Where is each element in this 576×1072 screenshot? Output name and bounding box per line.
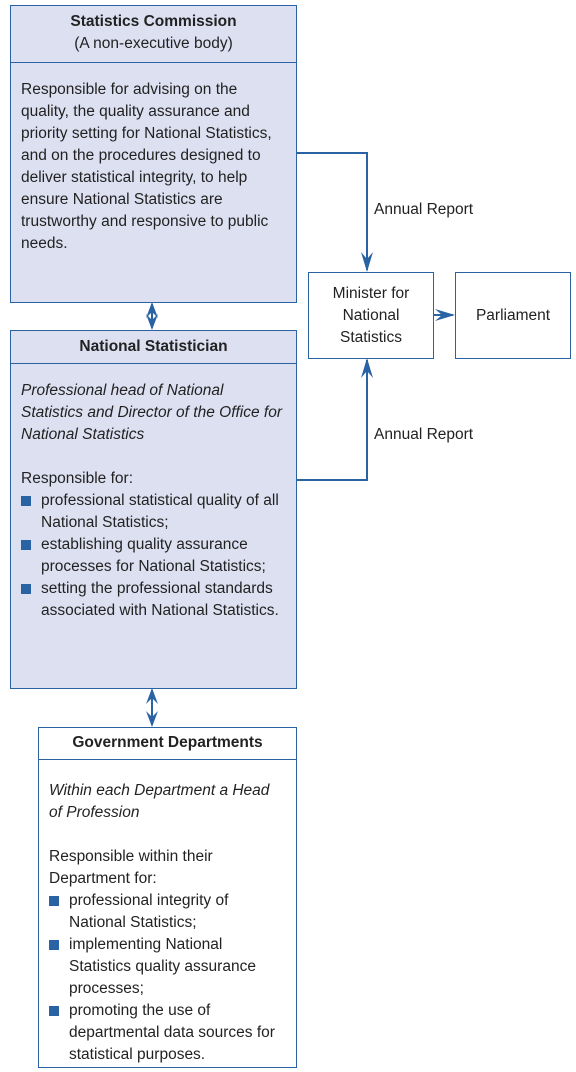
arrowhead [146, 688, 158, 704]
bullet-list: professional integrity of National Stati… [49, 890, 286, 1066]
bullet-item: implementing National Statistics quality… [49, 934, 286, 1000]
bullet-item: professional integrity of National Stati… [49, 890, 286, 934]
bullet-item: establishing quality assurance processes… [21, 534, 286, 578]
box-title: Statistics Commission [70, 13, 237, 30]
box-description: Responsible for advising on the quality,… [21, 81, 272, 252]
bullet-item: setting the professional standards assoc… [21, 578, 286, 622]
arrowhead [361, 252, 373, 272]
annual-report-label: Annual Report [374, 201, 474, 218]
box-label: Minister for National Statistics [332, 284, 410, 346]
box-intro: Responsible for: [21, 470, 134, 487]
connector-line [296, 152, 368, 270]
arrowhead [435, 309, 455, 321]
box-title: National Statistician [79, 338, 228, 355]
minister-box: Minister for National Statistics [308, 272, 434, 359]
arrowhead [146, 711, 158, 727]
annual-report-label: Annual Report [374, 426, 474, 443]
bullet-list: professional statistical quality of all … [21, 490, 286, 622]
connector-line [296, 360, 368, 481]
box-role: Within each Department a Head of Profess… [49, 782, 270, 821]
national-statistician-box: National Statistician Professional head … [10, 330, 297, 689]
arrowhead [146, 314, 158, 330]
arrowhead [361, 358, 373, 378]
box-subtitle: (A non-executive body) [74, 35, 233, 52]
bullet-item: professional statistical quality of all … [21, 490, 286, 534]
box-intro: Responsible within their Department for: [49, 848, 213, 887]
statistics-commission-box: Statistics Commission (A non-executive b… [10, 5, 297, 303]
bullet-item: promoting the use of departmental data s… [49, 1000, 286, 1066]
box-role: Professional head of National Statistics… [21, 382, 283, 443]
box-label: Parliament [475, 306, 551, 324]
box-title: Government Departments [72, 734, 263, 751]
arrowhead [146, 302, 158, 318]
government-departments-box: Government Departments Within each Depar… [38, 727, 297, 1068]
parliament-box: Parliament [455, 272, 571, 359]
